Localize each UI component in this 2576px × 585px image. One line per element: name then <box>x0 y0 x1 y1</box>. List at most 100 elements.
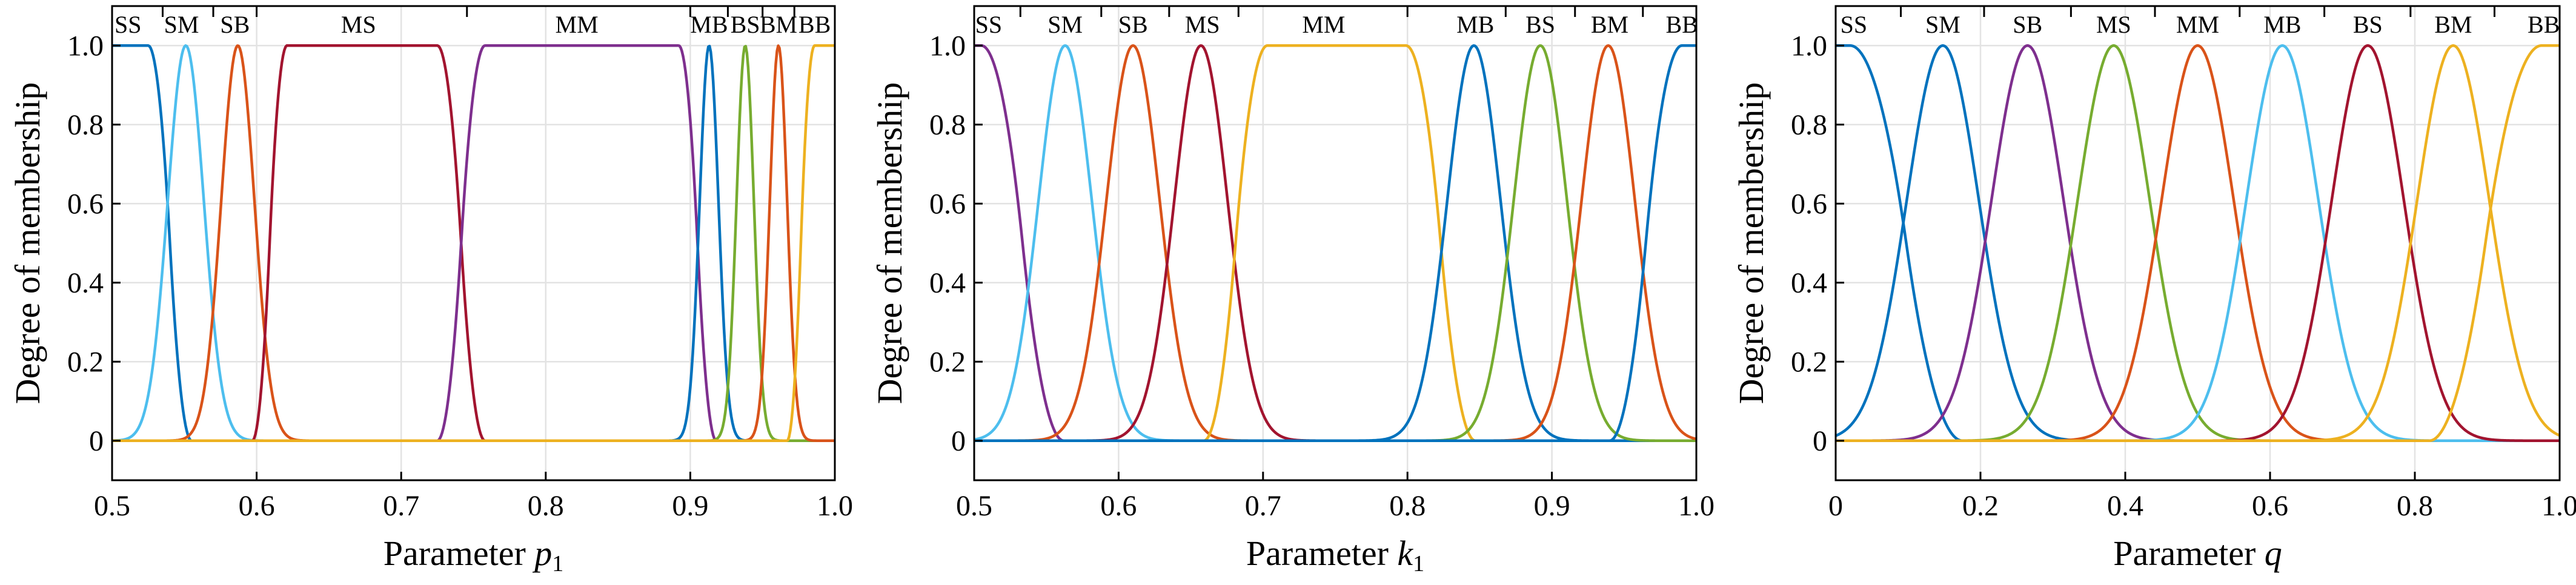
x-tick-label: 0.9 <box>1534 490 1570 522</box>
region-label-bm: BM <box>2434 11 2472 38</box>
series-line-bb <box>974 44 1697 442</box>
region-label-sm: SM <box>164 11 199 38</box>
x-tick-label: 0.6 <box>239 490 275 522</box>
x-tick-label: 0.5 <box>94 490 130 522</box>
x-tick-label: 0.6 <box>2252 490 2288 522</box>
series-line-sb <box>974 44 1697 442</box>
x-axis-title: Parameter p1 <box>383 534 564 577</box>
series-line-ss <box>1835 44 2560 442</box>
y-tick-label: 1.0 <box>67 30 104 62</box>
region-label-mb: MB <box>1456 11 1494 38</box>
y-axis: 0 0.2 0.4 0.6 0.8 1.0 <box>67 30 121 457</box>
plot-frame <box>1834 5 2561 481</box>
x-axis-title: Parameter k1 <box>1246 534 1424 577</box>
y-tick-label: 0.8 <box>929 109 966 141</box>
x-tick-label: 0.8 <box>2397 490 2433 522</box>
y-tick-label: 0.6 <box>1791 188 1827 220</box>
y-tick-label: 0.6 <box>929 188 966 220</box>
series-line-ss <box>974 44 1697 442</box>
y-tick-label: 0 <box>951 425 966 457</box>
y-tick-label: 0.8 <box>1791 109 1827 141</box>
region-dividers <box>973 6 1698 17</box>
series-line-sb <box>1835 44 2560 442</box>
y-axis: 0 0.2 0.4 0.6 0.8 1.0 <box>1791 30 1844 457</box>
y-tick-label: 1.0 <box>929 30 966 62</box>
region-label-bb: BB <box>798 11 831 38</box>
chart-panel-3: SS SM SB MS MM MB BS BM BB 0 0.2 0.4 0.6 0.8 1.0 0 0.2 0.… <box>1731 5 2576 573</box>
series-line-bb <box>1835 44 2560 442</box>
y-axis-title: Degree of membership <box>870 82 909 404</box>
region-label-mm: MM <box>556 11 599 38</box>
region-dividers <box>1834 6 2561 17</box>
x-tick-label: 0.7 <box>1245 490 1281 522</box>
x-tick-label: 1.0 <box>2541 490 2576 522</box>
x-axis: 0 0.2 0.4 0.6 0.8 1.0 <box>1828 472 2576 522</box>
y-tick-label: 0.8 <box>67 109 104 141</box>
region-label-bb: BB <box>1665 11 1698 38</box>
x-tick-label: 0.8 <box>528 490 564 522</box>
region-label-ss: SS <box>1841 11 1868 38</box>
y-axis-title: Degree of membership <box>8 82 47 404</box>
series-line-bm <box>1835 44 2560 442</box>
series-line-bs <box>974 44 1697 442</box>
y-axis-title: Degree of membership <box>1731 82 1771 404</box>
series-line-bm <box>974 44 1697 442</box>
x-tick-label: 0 <box>1828 490 1843 522</box>
y-tick-label: 0.4 <box>67 267 104 299</box>
series-line-bs <box>1835 44 2560 442</box>
region-label-mb: MB <box>690 11 728 38</box>
region-label-ms: MS <box>2096 11 2131 38</box>
plot-frame <box>973 5 1698 481</box>
grid <box>974 6 1696 480</box>
series-line-ms <box>974 44 1697 442</box>
region-labels: SS SM SB MS MM MB BS BM BB <box>975 11 1698 38</box>
region-label-bm: BM <box>1591 11 1628 38</box>
chart-panel-2: SS SM SB MS MM MB BS BM BB 0.5 0.6 0.7 0.8 0.9 1.0 0 0.2… <box>870 5 1715 577</box>
region-label-bm: BM <box>760 11 797 38</box>
region-label-sb: SB <box>1118 11 1148 38</box>
x-axis: 0.5 0.6 0.7 0.8 0.9 1.0 <box>956 472 1715 522</box>
x-tick-label: 0.7 <box>383 490 419 522</box>
region-label-sm: SM <box>1047 11 1083 38</box>
x-tick-label: 0.6 <box>1100 490 1137 522</box>
region-label-bs: BS <box>731 11 760 38</box>
y-tick-label: 0.2 <box>67 346 104 378</box>
series-line-sm <box>1835 44 2560 442</box>
x-tick-label: 0.9 <box>672 490 708 522</box>
series-line-mm <box>1835 44 2560 442</box>
region-label-bs: BS <box>2353 11 2383 38</box>
y-tick-label: 0.6 <box>67 188 104 220</box>
region-label-sb: SB <box>2013 11 2042 38</box>
x-tick-label: 0.4 <box>2107 490 2143 522</box>
y-tick-label: 0 <box>89 425 104 457</box>
region-label-ss: SS <box>975 11 1003 38</box>
region-labels: SS SM SB MS MM MB BS BM BB <box>1841 11 2560 38</box>
region-label-bb: BB <box>2528 11 2560 38</box>
y-tick-label: 0.4 <box>929 267 966 299</box>
region-label-ss: SS <box>115 11 142 38</box>
series-line-mb <box>974 44 1697 442</box>
region-label-mm: MM <box>2176 11 2219 38</box>
x-tick-label: 0.5 <box>956 490 992 522</box>
y-tick-label: 1.0 <box>1791 30 1827 62</box>
x-axis: 0.5 0.6 0.7 0.8 0.9 1.0 <box>94 472 853 522</box>
region-label-sb: SB <box>220 11 250 38</box>
region-label-mm: MM <box>1302 11 1345 38</box>
region-dividers <box>111 6 836 17</box>
chart-panel-1: SS SM SB MS MM MB BS BM BB 0.5 0.6 0.7 0.8 0.9 1.0 0 0.2… <box>8 5 853 577</box>
region-label-sm: SM <box>1925 11 1960 38</box>
y-tick-label: 0.2 <box>1791 346 1827 378</box>
plot-frame <box>111 5 836 481</box>
region-labels: SS SM SB MS MM MB BS BM BB <box>115 11 831 38</box>
series-curves <box>111 44 835 442</box>
series-curves <box>974 44 1697 442</box>
x-axis-title: Parameter q <box>2113 534 2282 573</box>
region-label-mb: MB <box>2263 11 2301 38</box>
y-axis: 0 0.2 0.4 0.6 0.8 1.0 <box>929 30 983 457</box>
y-tick-label: 0.2 <box>929 346 966 378</box>
series-line-sm <box>974 44 1697 442</box>
region-label-bs: BS <box>1525 11 1555 38</box>
region-label-ms: MS <box>341 11 376 38</box>
x-tick-label: 0.8 <box>1389 490 1426 522</box>
